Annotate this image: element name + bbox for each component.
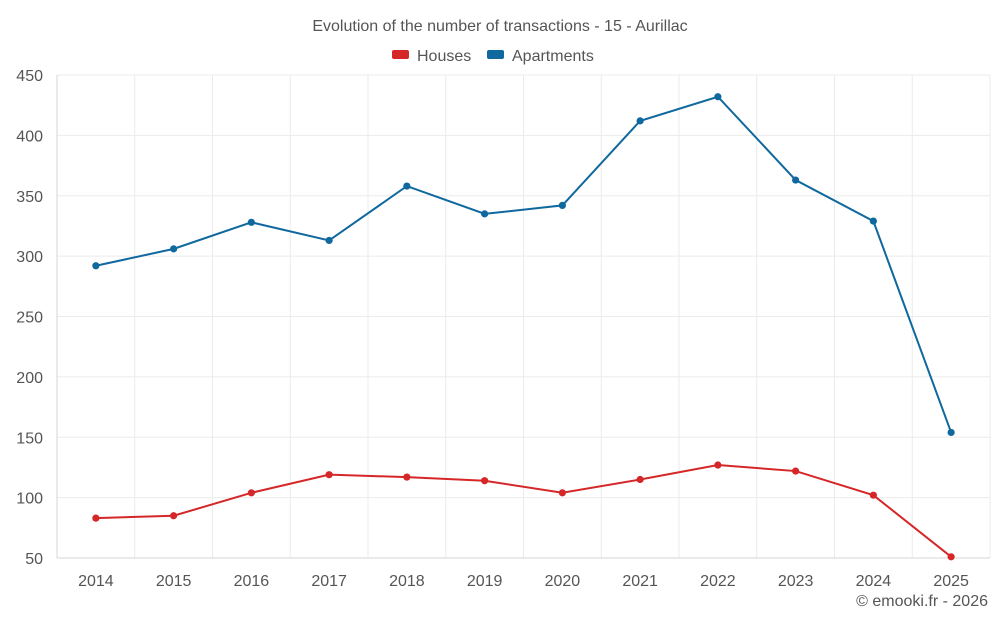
y-tick-label: 300 <box>16 249 43 266</box>
legend: Houses Apartments <box>392 48 594 65</box>
data-point-houses <box>714 461 722 469</box>
data-point-houses <box>325 471 333 479</box>
x-tick-label: 2016 <box>234 573 270 590</box>
data-point-apartments <box>170 245 178 253</box>
y-tick-label: 350 <box>16 189 43 206</box>
y-tick-label: 200 <box>16 370 43 387</box>
x-tick-label: 2024 <box>856 573 892 590</box>
data-point-houses <box>869 491 877 499</box>
grid <box>57 74 991 558</box>
chart-title: Evolution of the number of transactions … <box>312 18 687 35</box>
data-point-houses <box>947 553 955 561</box>
axes: 50 100 150 200 250 300 350 400 450 2014 2015 2016 20… <box>16 68 990 590</box>
legend-swatch-houses <box>392 50 409 59</box>
x-tick-label: 2015 <box>156 573 192 590</box>
data-point-houses <box>92 514 100 522</box>
data-point-houses <box>481 477 489 485</box>
data-point-apartments <box>792 176 800 184</box>
y-tick-label: 400 <box>16 128 43 145</box>
data-point-apartments <box>714 93 722 101</box>
data-point-apartments <box>403 182 411 190</box>
data-point-apartments <box>947 428 955 437</box>
data-point-apartments <box>636 117 644 125</box>
x-tick-label: 2022 <box>700 573 736 590</box>
legend-label-houses: Houses <box>417 48 471 65</box>
data-point-houses <box>792 467 800 475</box>
data-point-apartments <box>558 201 566 210</box>
x-tick-label: 2025 <box>933 573 969 590</box>
data-point-apartments <box>869 217 877 225</box>
y-tick-label: 100 <box>16 491 43 508</box>
series-line-apartments <box>95 95 953 433</box>
series-line-houses <box>95 464 952 558</box>
data-point-apartments <box>92 262 100 270</box>
credit: © emooki.fr - 2026 <box>856 593 988 610</box>
y-tick-label: 150 <box>16 430 43 447</box>
data-point-houses <box>636 475 644 484</box>
y-tick-label: 250 <box>16 310 43 327</box>
data-point-houses <box>558 489 566 497</box>
x-tick-label: 2020 <box>545 573 581 590</box>
y-tick-label: 50 <box>25 551 43 568</box>
legend-label-apartments: Apartments <box>512 48 594 65</box>
data-point-houses <box>247 489 255 497</box>
data-point-apartments <box>481 210 489 218</box>
x-tick-label: 2019 <box>467 573 503 590</box>
y-tick-label: 450 <box>16 68 43 85</box>
legend-swatch-apartments <box>487 50 504 59</box>
x-tick-label: 2018 <box>389 573 425 590</box>
data-point-apartments <box>325 236 333 245</box>
data-point-apartments <box>247 218 255 226</box>
series-layer <box>92 93 955 561</box>
data-point-houses <box>403 473 411 481</box>
x-tick-label: 2017 <box>311 573 347 590</box>
x-tick-label: 2023 <box>778 573 814 590</box>
x-tick-label: 2021 <box>622 573 658 590</box>
x-tick-label: 2014 <box>78 573 114 590</box>
data-point-houses <box>170 512 178 520</box>
